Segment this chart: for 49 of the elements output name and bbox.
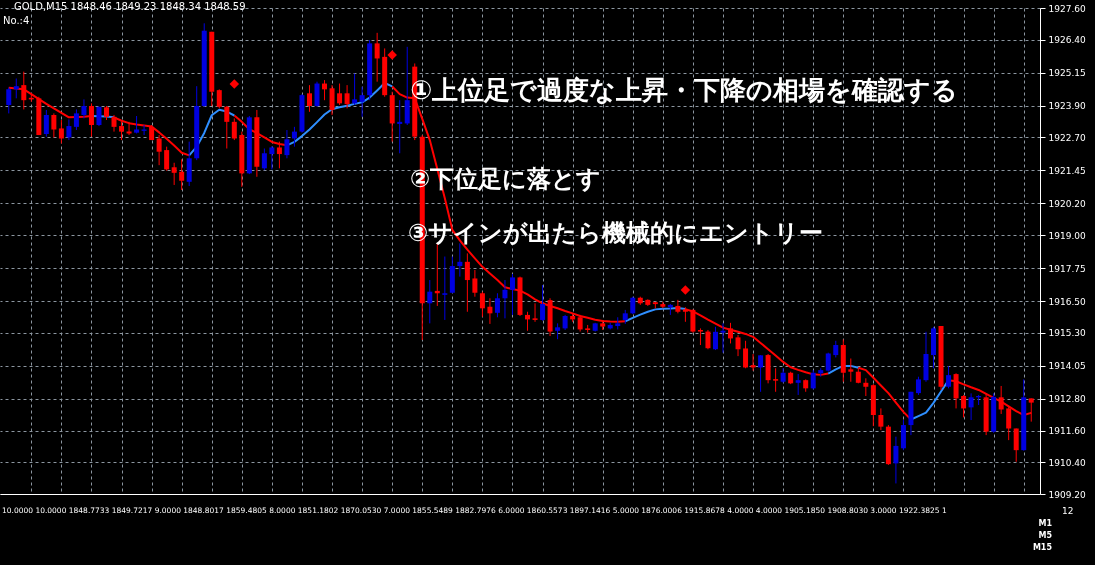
y-tick-label: 1927.60 (1048, 3, 1086, 14)
candlestick (224, 105, 230, 150)
candlestick (186, 141, 192, 187)
candlestick (43, 109, 49, 138)
candlestick (968, 392, 974, 421)
candlestick (73, 108, 79, 131)
candlestick (66, 118, 72, 141)
candlestick (179, 158, 185, 191)
y-tick-label: 1926.40 (1048, 35, 1086, 46)
text: M5 (1038, 531, 1053, 540)
candlestick (374, 32, 380, 83)
candlestick (216, 88, 222, 109)
y-tick-label: 1914.05 (1048, 361, 1086, 372)
candlestick (171, 162, 177, 186)
point (229, 79, 240, 89)
candlestick (58, 119, 64, 144)
candlestick (961, 394, 967, 418)
y-tick-label: 1916.50 (1048, 296, 1086, 307)
candlestick (915, 376, 921, 396)
y-tick-label: 1910.40 (1048, 457, 1086, 468)
candlestick (946, 365, 952, 389)
candlestick (269, 145, 275, 170)
y-tick-label: 1917.75 (1048, 263, 1086, 274)
y-tick-label: 1919.00 (1048, 230, 1086, 241)
candlestick (900, 419, 906, 451)
candlestick (893, 436, 899, 484)
candlestick (13, 78, 19, 99)
text: M1 (1038, 519, 1053, 528)
y-tick-label: 1921.45 (1048, 165, 1086, 176)
candlestick (848, 358, 854, 383)
candlestick (51, 112, 57, 138)
candlestick (795, 373, 801, 396)
annotation: No.:4 (3, 15, 30, 26)
text: 12 (1062, 506, 1074, 516)
y-tick-label: 1915.30 (1048, 328, 1086, 339)
y-tick-label: 1909.20 (1048, 489, 1086, 500)
y-tick-label: 1920.20 (1048, 198, 1086, 209)
candlestick (1013, 428, 1019, 463)
text: M15 (1032, 543, 1053, 552)
y-tick-label: 1923.90 (1048, 101, 1086, 112)
y-tick-label: 1922.70 (1048, 132, 1086, 143)
y-tick-label: 1911.60 (1048, 426, 1086, 437)
y-tick-label: 1925.15 (1048, 68, 1086, 79)
y-tick-label: 1912.80 (1048, 394, 1086, 405)
candlestick (261, 148, 267, 171)
point (680, 285, 691, 295)
annotation: GOLD,M15 1848.46 1849.23 1848.34 1848.59 (14, 1, 246, 12)
candlestick (6, 87, 12, 114)
candlestick (81, 98, 87, 119)
